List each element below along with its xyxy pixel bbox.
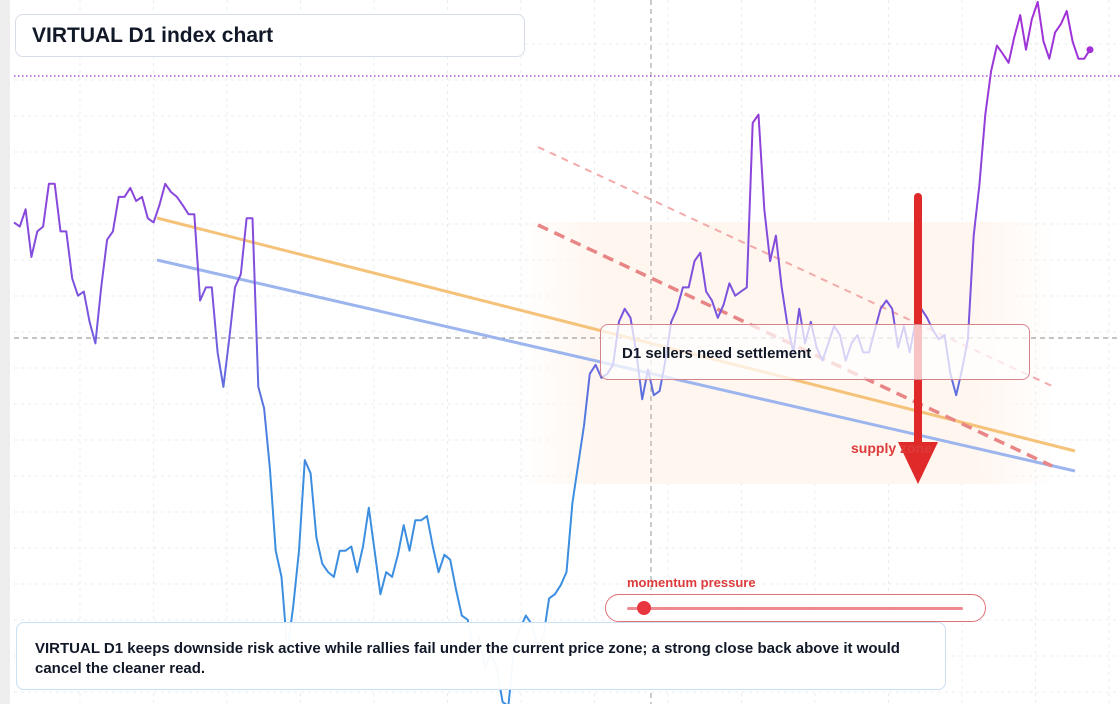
channel-lower-line <box>537 223 1053 468</box>
settlement-callout: D1 sellers need settlement <box>600 324 1030 380</box>
supply-zone-label: supply zone <box>851 440 932 456</box>
down-arrow <box>898 193 938 484</box>
last-price-dot <box>1086 46 1094 54</box>
momentum-knob <box>636 601 651 615</box>
momentum-meter <box>605 594 986 622</box>
chart-title: VIRTUAL D1 index chart <box>15 14 525 57</box>
momentum-label: momentum pressure <box>627 575 756 590</box>
left-edge-bar <box>0 0 10 704</box>
analysis-note: VIRTUAL D1 keeps downside risk active wh… <box>16 622 946 690</box>
momentum-track <box>627 607 963 610</box>
